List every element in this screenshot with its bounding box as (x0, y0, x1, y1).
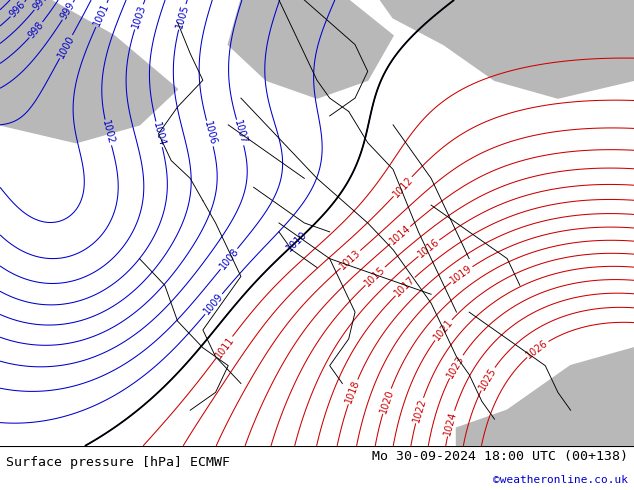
Text: 1006: 1006 (202, 121, 218, 147)
Text: Mo 30-09-2024 18:00 UTC (00+138): Mo 30-09-2024 18:00 UTC (00+138) (372, 450, 628, 464)
Polygon shape (380, 0, 634, 98)
Text: 1009: 1009 (202, 292, 225, 317)
Text: 1018: 1018 (344, 379, 362, 405)
Text: 1016: 1016 (416, 237, 441, 260)
Text: 1026: 1026 (524, 338, 550, 360)
Polygon shape (0, 0, 178, 143)
Text: 1014: 1014 (387, 223, 413, 247)
Text: 1017: 1017 (392, 274, 417, 298)
Text: 1005: 1005 (174, 3, 190, 30)
Text: Surface pressure [hPa] ECMWF: Surface pressure [hPa] ECMWF (6, 456, 230, 469)
Text: 1021: 1021 (432, 317, 455, 343)
Text: 999: 999 (59, 0, 77, 22)
Text: 1022: 1022 (411, 397, 428, 424)
Text: 1010: 1010 (285, 229, 309, 253)
Text: 1002: 1002 (100, 119, 116, 146)
Text: 998: 998 (26, 20, 46, 40)
Text: 1012: 1012 (391, 174, 415, 199)
Text: 1025: 1025 (477, 366, 498, 392)
Text: 1000: 1000 (56, 33, 76, 60)
Text: 1023: 1023 (445, 353, 467, 380)
Text: 1020: 1020 (378, 388, 396, 415)
Text: 1024: 1024 (443, 410, 459, 437)
Text: 1015: 1015 (363, 264, 387, 288)
Text: 1004: 1004 (152, 121, 167, 147)
Text: 1019: 1019 (449, 263, 474, 286)
Polygon shape (228, 0, 393, 98)
Polygon shape (456, 348, 634, 446)
Text: 996: 996 (8, 0, 28, 20)
Text: 1008: 1008 (217, 246, 241, 271)
Text: 1001: 1001 (92, 1, 111, 28)
Text: 1003: 1003 (130, 3, 148, 30)
Text: 997: 997 (31, 0, 50, 12)
Text: 1013: 1013 (338, 247, 363, 271)
Text: 1011: 1011 (213, 334, 236, 360)
Text: 1007: 1007 (232, 119, 249, 146)
Text: ©weatheronline.co.uk: ©weatheronline.co.uk (493, 475, 628, 485)
